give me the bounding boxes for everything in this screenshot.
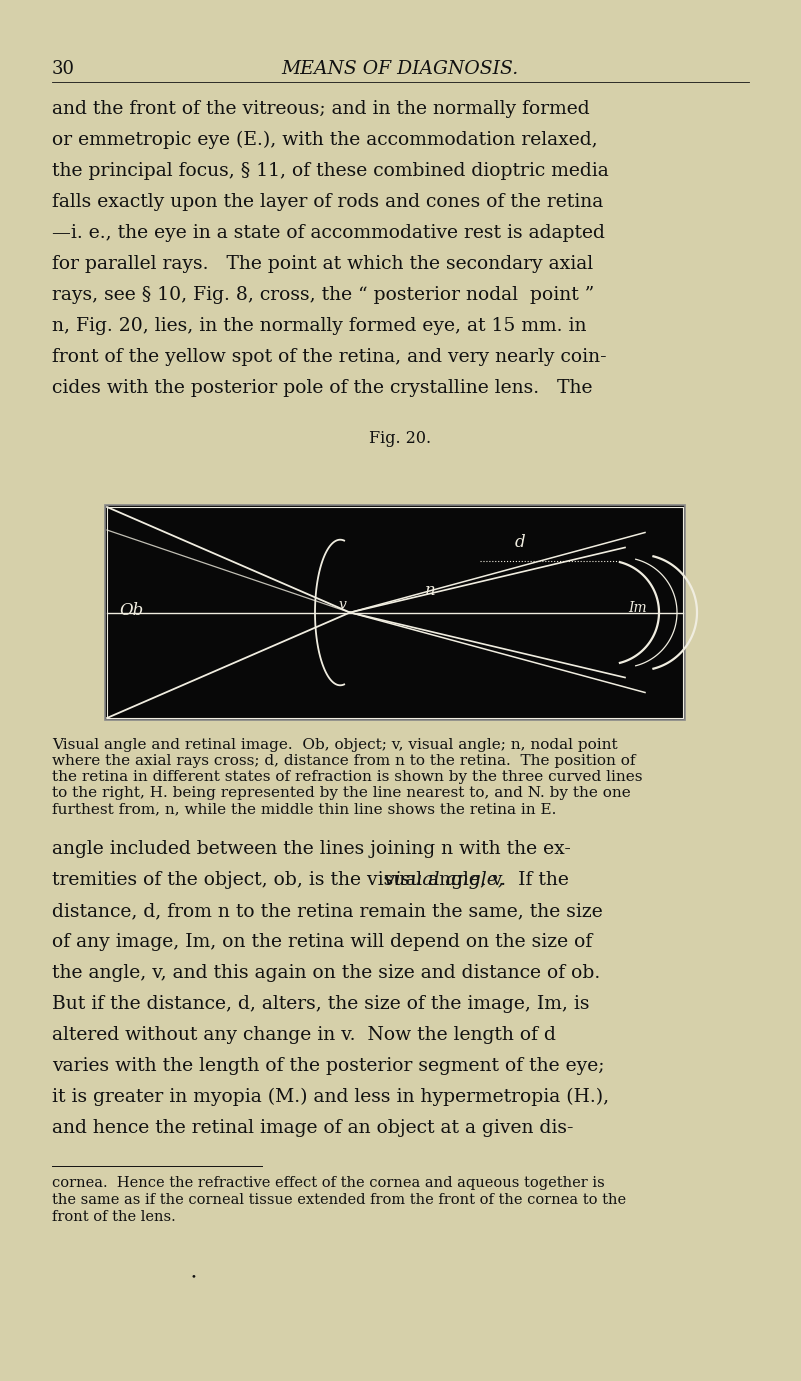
Text: 30: 30: [52, 59, 75, 77]
Text: front of the lens.: front of the lens.: [52, 1210, 175, 1224]
Text: d: d: [515, 534, 525, 551]
Text: visual angle,: visual angle,: [384, 871, 504, 889]
Text: the angle, v, and this again on the size and distance of ob.: the angle, v, and this again on the size…: [52, 964, 600, 982]
Text: Visual angle and retinal image.  Ob, object; v, visual angle; n, nodal point: Visual angle and retinal image. Ob, obje…: [52, 737, 618, 753]
Text: But if the distance, d, alters, the size of the image, Im, is: But if the distance, d, alters, the size…: [52, 994, 590, 1014]
Text: the same as if the corneal tissue extended from the front of the cornea to the: the same as if the corneal tissue extend…: [52, 1193, 626, 1207]
Text: or emmetropic eye (E.), with the accommodation relaxed,: or emmetropic eye (E.), with the accommo…: [52, 131, 598, 149]
Text: the retina in different states of refraction is shown by the three curved lines: the retina in different states of refrac…: [52, 771, 642, 784]
Text: •: •: [190, 1272, 196, 1282]
Text: altered without any change in v.  Now the length of d: altered without any change in v. Now the…: [52, 1026, 556, 1044]
Text: distance, d, from n to the retina remain the same, the size: distance, d, from n to the retina remain…: [52, 902, 602, 920]
Text: where the axial rays cross; d, distance from n to the retina.  The position of: where the axial rays cross; d, distance …: [52, 754, 635, 768]
Text: n, Fig. 20, lies, in the normally formed eye, at 15 mm. in: n, Fig. 20, lies, in the normally formed…: [52, 318, 586, 336]
Text: it is greater in myopia (M.) and less in hypermetropia (H.),: it is greater in myopia (M.) and less in…: [52, 1088, 609, 1106]
Text: v: v: [338, 598, 346, 612]
Text: —i. e., the eye in a state of accommodative rest is adapted: —i. e., the eye in a state of accommodat…: [52, 224, 605, 242]
Text: cornea.  Hence the refractive effect of the cornea and aqueous together is: cornea. Hence the refractive effect of t…: [52, 1177, 605, 1190]
Text: Im: Im: [628, 601, 646, 615]
Text: angle included between the lines joining n with the ex-: angle included between the lines joining…: [52, 840, 571, 858]
Text: tremities of the object, ob, is the visual angle, v.  If the: tremities of the object, ob, is the visu…: [52, 871, 569, 889]
Text: for parallel rays.   The point at which the secondary axial: for parallel rays. The point at which th…: [52, 255, 593, 273]
Text: and hence the retinal image of an object at a given dis-: and hence the retinal image of an object…: [52, 1119, 574, 1137]
Text: and the front of the vitreous; and in the normally formed: and the front of the vitreous; and in th…: [52, 99, 590, 117]
Text: MEANS OF DIAGNOSIS.: MEANS OF DIAGNOSIS.: [281, 59, 518, 77]
Text: the principal focus, § 11, of these combined dioptric media: the principal focus, § 11, of these comb…: [52, 162, 609, 180]
Text: Ob: Ob: [119, 602, 143, 619]
Text: of any image, Im, on the retina will depend on the size of: of any image, Im, on the retina will dep…: [52, 934, 592, 952]
Text: cides with the posterior pole of the crystalline lens.   The: cides with the posterior pole of the cry…: [52, 378, 593, 396]
Text: to the right, H. being represented by the line nearest to, and N. by the one: to the right, H. being represented by th…: [52, 786, 630, 800]
Text: falls exactly upon the layer of rods and cones of the retina: falls exactly upon the layer of rods and…: [52, 193, 603, 211]
Text: furthest from, n, while the middle thin line shows the retina in E.: furthest from, n, while the middle thin …: [52, 802, 557, 816]
Text: Fig. 20.: Fig. 20.: [369, 429, 431, 447]
Text: rays, see § 10, Fig. 8, cross, the “ posterior nodal  point ”: rays, see § 10, Fig. 8, cross, the “ pos…: [52, 286, 594, 304]
Text: front of the yellow spot of the retina, and very nearly coin-: front of the yellow spot of the retina, …: [52, 348, 606, 366]
Text: varies with the length of the posterior segment of the eye;: varies with the length of the posterior …: [52, 1056, 605, 1074]
Text: n: n: [425, 581, 436, 599]
Bar: [105, 505, 685, 720]
